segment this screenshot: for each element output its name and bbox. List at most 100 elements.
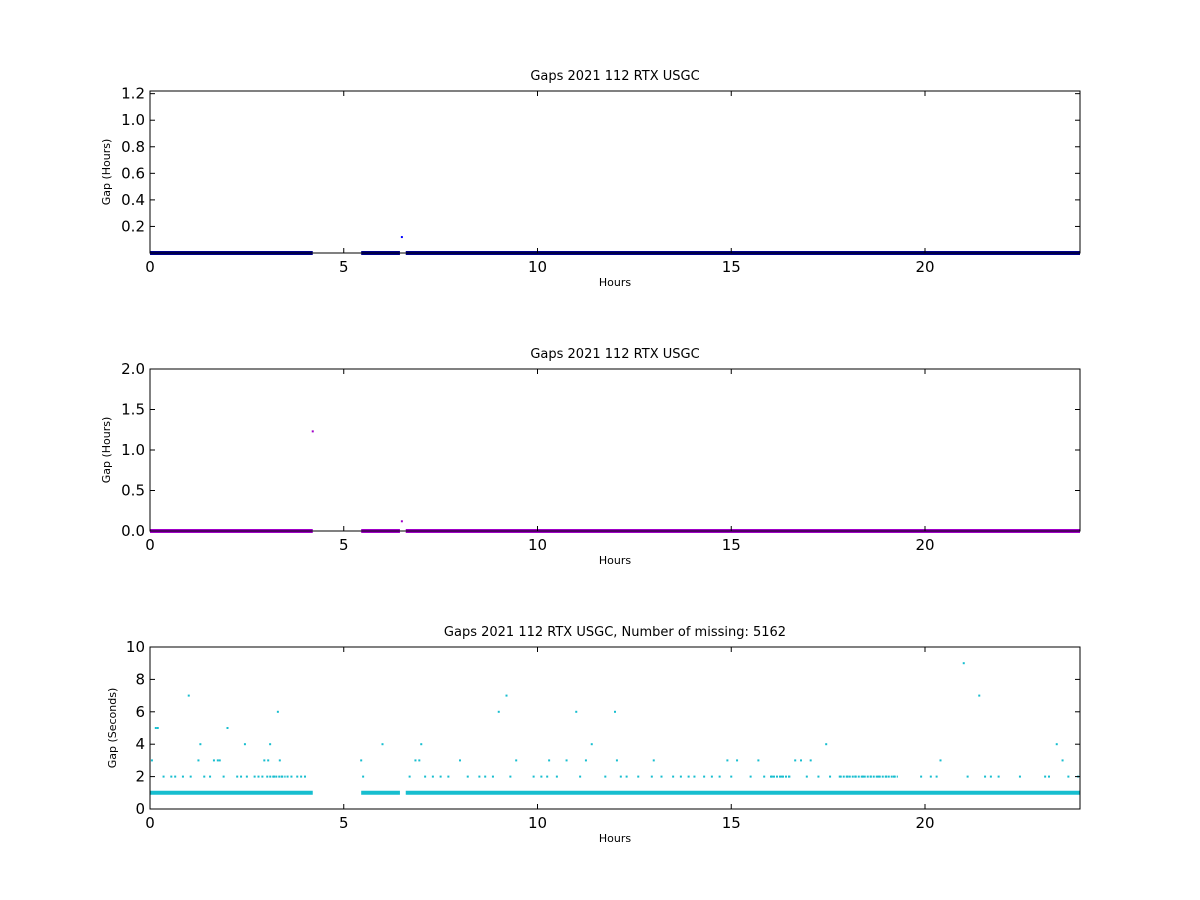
plot-title: Gaps 2021 112 RTX USGC <box>530 69 699 84</box>
data-point <box>579 775 582 778</box>
x-tick-label: 20 <box>915 814 934 832</box>
data-point <box>418 759 421 762</box>
data-point <box>935 775 938 778</box>
data-point <box>838 775 841 778</box>
data-point <box>788 775 791 778</box>
data-point <box>869 775 872 778</box>
axes-frame <box>149 368 1081 532</box>
data-point <box>984 775 987 778</box>
y-tick-label: 0.5 <box>121 482 145 500</box>
data-point <box>660 775 663 778</box>
data-point <box>515 759 518 762</box>
data-point <box>174 775 177 778</box>
data-point <box>156 727 159 729</box>
y-tick-label: 6 <box>135 703 145 721</box>
data-point <box>978 694 981 697</box>
data-point <box>362 775 365 778</box>
y-axis-label: Gap (Seconds) <box>106 688 119 769</box>
data-point <box>273 775 275 778</box>
data-point <box>794 759 797 762</box>
data-point <box>997 775 1000 778</box>
x-tick-label: 0 <box>145 536 155 554</box>
subplot-2: Gaps 2021 112 RTX USGC 0 5 10 15 20 0.0 0.5 1.0 1… <box>100 347 1081 567</box>
x-tick-label: 5 <box>339 814 349 832</box>
data-point <box>253 775 256 778</box>
data-point <box>408 775 411 778</box>
y-tick-label: 4 <box>135 735 145 753</box>
data-point <box>199 743 202 746</box>
data-point <box>939 759 942 762</box>
data-point <box>749 775 752 778</box>
data-point <box>286 775 289 778</box>
plot-title: Gaps 2021 112 RTX USGC, Number of missin… <box>444 625 786 640</box>
data-point <box>484 775 487 778</box>
data-point <box>447 775 450 778</box>
data-point <box>800 759 802 762</box>
plot-title: Gaps 2021 112 RTX USGC <box>530 347 699 362</box>
data-point <box>439 775 442 778</box>
data-point <box>236 775 239 778</box>
data-point <box>532 775 535 778</box>
y-tick-label: 0.4 <box>121 191 145 209</box>
data-point <box>420 743 423 746</box>
data-point <box>226 727 229 729</box>
data-point <box>710 775 713 778</box>
data-point <box>555 775 558 778</box>
data-point <box>615 759 618 762</box>
data-point <box>809 759 812 762</box>
data-point <box>278 759 281 762</box>
data-point <box>505 694 508 697</box>
x-tick-label: 0 <box>145 258 155 276</box>
data-point <box>962 662 965 665</box>
data-point <box>829 775 832 778</box>
y-tick-label: 1.5 <box>121 401 145 419</box>
x-tick-label: 15 <box>722 814 741 832</box>
y-tick-label: 0.0 <box>121 522 145 540</box>
data-point <box>877 775 880 778</box>
data-point <box>245 775 248 778</box>
data-point <box>989 775 992 778</box>
data-point <box>929 775 932 778</box>
data-point <box>770 775 773 778</box>
data-point <box>893 775 895 778</box>
y-tick-label: 1.0 <box>121 111 145 129</box>
data-point <box>590 743 593 746</box>
data-point <box>736 759 739 762</box>
data-point <box>679 775 682 778</box>
data-point <box>920 775 923 778</box>
x-tick-label: 10 <box>528 814 547 832</box>
y-tick-label: 0.2 <box>121 217 145 235</box>
data-point <box>672 775 675 778</box>
axes-frame <box>149 646 1081 810</box>
data-point <box>263 759 266 762</box>
y-tick-label: 0 <box>135 800 145 818</box>
subplot-1: Gaps 2021 112 RTX USGC 0 5 10 15 20 0.2 0.4 0.6 0… <box>100 69 1081 289</box>
axes-frame <box>149 90 1081 254</box>
y-axis-label: Gap (Hours) <box>100 139 113 206</box>
y-axis-label: Gap (Hours) <box>100 417 113 484</box>
data-point <box>1055 743 1058 746</box>
data-point <box>170 775 173 778</box>
data-point <box>269 743 272 746</box>
data-point <box>497 710 500 713</box>
y-tick-label: 2 <box>135 768 145 786</box>
data-point <box>565 759 568 762</box>
data-point <box>197 759 200 762</box>
y-tick-label: 1.2 <box>121 85 145 103</box>
data-point <box>203 775 206 778</box>
data-point <box>209 775 212 778</box>
data-point <box>763 775 766 778</box>
data-point <box>424 775 427 778</box>
data-point <box>846 775 849 778</box>
x-tick-label: 15 <box>722 536 741 554</box>
x-tick-label: 20 <box>915 536 934 554</box>
data-point <box>400 520 403 523</box>
data-point <box>757 759 760 762</box>
y-tick-label: 8 <box>135 670 145 688</box>
data-point <box>296 775 299 778</box>
x-tick-label: 0 <box>145 814 155 832</box>
data-point <box>693 775 696 778</box>
data-point <box>854 775 857 778</box>
data-point <box>459 759 461 762</box>
data-point <box>187 694 190 697</box>
